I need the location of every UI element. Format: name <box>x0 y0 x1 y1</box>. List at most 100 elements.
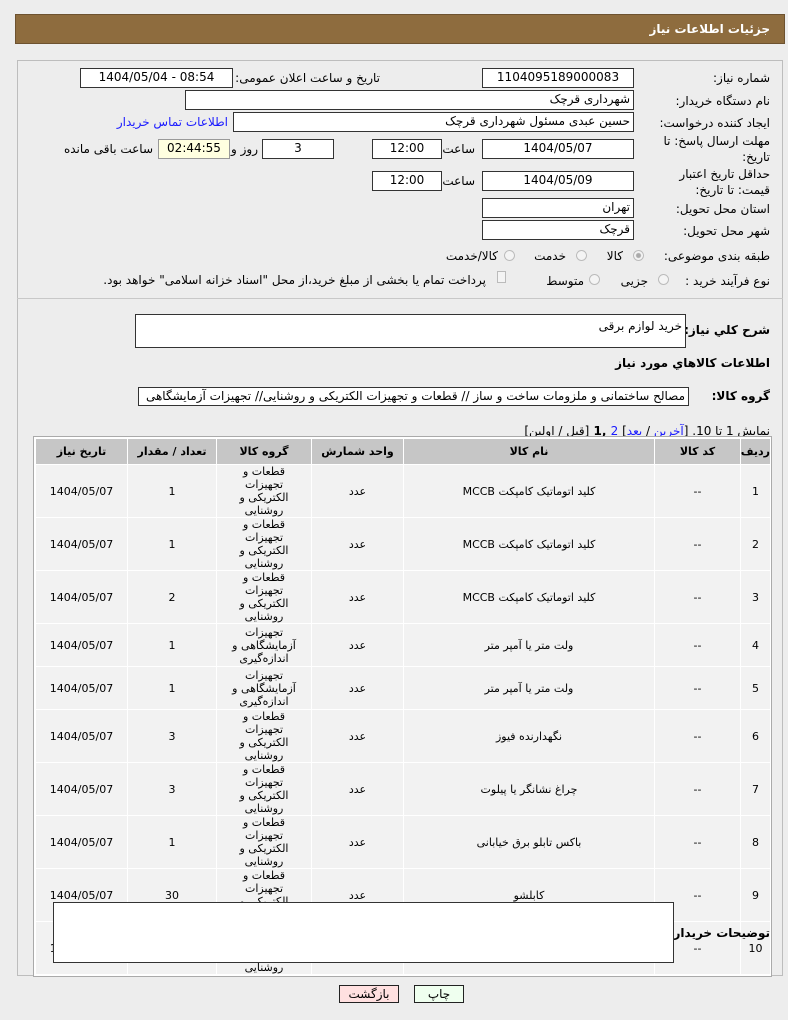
header-quantity: تعداد / مقدار <box>127 438 217 465</box>
table-row: 6 -- نگهدارنده فیوز عدد قطعات و تجهیزات الکت… <box>35 709 771 763</box>
pagination: نمایش 1 تا 10. [آخرین / بعد] 2 ,1 [قبل /… <box>524 424 770 438</box>
item-group: تجهیزات آزمایشگاهی و اندازه‌گیری <box>216 666 312 710</box>
item-unit: عدد <box>311 815 404 869</box>
item-name: نگهدارنده فیوز <box>403 709 655 763</box>
header-unit: واحد شمارش <box>311 438 404 465</box>
item-name: ولت متر یا آمپر متر <box>403 666 655 710</box>
next-page-link[interactable]: بعد <box>626 424 643 438</box>
buyer-contact-link[interactable]: اطلاعات تماس خریدار <box>116 115 228 129</box>
divider <box>17 298 783 299</box>
item-name: کلید اتوماتیک کامپکت MCCB <box>403 464 655 518</box>
header-row-number: ردیف <box>740 438 771 465</box>
validity-date-field: 1404/05/09 <box>482 171 634 191</box>
goods-table-wrapper: ردیف کد کالا نام کالا واحد شمارش گروه کا… <box>33 436 772 977</box>
item-name: چراغ نشانگر یا پیلوت <box>403 762 655 816</box>
item-quantity: 3 <box>127 709 217 763</box>
item-group: قطعات و تجهیزات الکتریکی و روشنایی <box>216 464 312 518</box>
process-radio-minor[interactable] <box>658 274 669 285</box>
back-button[interactable]: بازگشت <box>339 985 399 1003</box>
item-unit: عدد <box>311 517 404 571</box>
item-unit: عدد <box>311 464 404 518</box>
item-date: 1404/05/07 <box>35 570 128 624</box>
item-date: 1404/05/07 <box>35 709 128 763</box>
item-quantity: 1 <box>127 815 217 869</box>
row-number: 9 <box>740 868 771 922</box>
buyer-notes-label: توضیحات خریدار: <box>668 926 770 940</box>
item-code: -- <box>654 762 741 816</box>
item-unit: عدد <box>311 762 404 816</box>
item-unit: عدد <box>311 709 404 763</box>
announce-field: 1404/05/04 - 08:54 <box>80 68 233 88</box>
header-code: کد کالا <box>654 438 741 465</box>
item-date: 1404/05/07 <box>35 815 128 869</box>
category-radio-service[interactable] <box>576 250 587 261</box>
last-page-link[interactable]: آخرین <box>653 424 684 438</box>
days-label: روز و <box>231 142 258 156</box>
item-code: -- <box>654 815 741 869</box>
row-number: 10 <box>740 921 771 975</box>
table-row: 8 -- باکس تابلو برق خیابانی عدد قطعات و تجهی… <box>35 815 771 869</box>
item-code: -- <box>654 517 741 571</box>
description-label: شرح کلي نیاز: <box>684 323 770 337</box>
item-unit: عدد <box>311 623 404 667</box>
item-group: قطعات و تجهیزات الکتریکی و روشنایی <box>216 815 312 869</box>
item-name: باکس تابلو برق خیابانی <box>403 815 655 869</box>
item-quantity: 1 <box>127 464 217 518</box>
category-radio-goods[interactable] <box>633 250 644 261</box>
announce-label: تاریخ و ساعت اعلان عمومی: <box>235 71 380 85</box>
buyer-field: شهرداری قرچک <box>185 90 634 110</box>
table-row: 2 -- کلید اتوماتیک کامپکت MCCB عدد قطعات و ت… <box>35 517 771 571</box>
print-button[interactable]: چاپ <box>414 985 464 1003</box>
item-code: -- <box>654 570 741 624</box>
row-number: 8 <box>740 815 771 869</box>
city-field: قرچک <box>482 220 634 240</box>
deadline-label: مهلت ارسال پاسخ: تا تاریخ: <box>663 134 770 164</box>
row-number: 5 <box>740 666 771 710</box>
item-unit: عدد <box>311 570 404 624</box>
item-unit: عدد <box>311 666 404 710</box>
table-row: 7 -- چراغ نشانگر یا پیلوت عدد قطعات و تجهیزا… <box>35 762 771 816</box>
description-textarea[interactable]: خرید لوازم برقی <box>135 314 686 348</box>
payment-checkbox[interactable] <box>497 271 506 283</box>
need-number-label: شماره نیاز: <box>713 71 770 85</box>
item-code: -- <box>654 623 741 667</box>
current-page: ,1 <box>589 424 611 438</box>
item-code: -- <box>654 709 741 763</box>
deadline-time-label: ساعت <box>442 142 475 156</box>
item-quantity: 3 <box>127 762 217 816</box>
validity-time-label: ساعت <box>442 174 475 188</box>
item-date: 1404/05/07 <box>35 762 128 816</box>
row-number: 6 <box>740 709 771 763</box>
table-row: 5 -- ولت متر یا آمپر متر عدد تجهیزات آزمایشگ… <box>35 666 771 710</box>
category-label: طبقه بندی موضوعی: <box>663 249 770 263</box>
remaining-label: ساعت باقی مانده <box>63 142 153 156</box>
item-date: 1404/05/07 <box>35 464 128 518</box>
item-quantity: 1 <box>127 623 217 667</box>
item-name: کلید اتوماتیک کامپکت MCCB <box>403 517 655 571</box>
category-option-goods: کالا <box>606 249 623 263</box>
days-field: 3 <box>262 139 334 159</box>
item-date: 1404/05/07 <box>35 623 128 667</box>
item-group: قطعات و تجهیزات الکتریکی و روشنایی <box>216 517 312 571</box>
page-2-link[interactable]: 2 <box>610 424 619 438</box>
process-option-medium: متوسط <box>546 274 584 288</box>
process-radio-medium[interactable] <box>589 274 600 285</box>
province-field: تهران <box>482 198 634 218</box>
remaining-time-field: 02:44:55 <box>158 139 230 159</box>
validity-time-field: 12:00 <box>372 171 442 191</box>
item-quantity: 1 <box>127 517 217 571</box>
page-header: جزئیات اطلاعات نیاز <box>15 14 785 44</box>
deadline-time-field: 12:00 <box>372 139 442 159</box>
category-option-service: خدمت <box>534 249 566 263</box>
row-number: 3 <box>740 570 771 624</box>
process-label: نوع فرآیند خرید : <box>685 274 770 288</box>
item-quantity: 2 <box>127 570 217 624</box>
item-code: -- <box>654 666 741 710</box>
header-group: گروه کالا <box>216 438 312 465</box>
creator-field: حسین عبدی مسئول شهرداری قرچک <box>233 112 634 132</box>
deadline-date-field: 1404/05/07 <box>482 139 634 159</box>
goods-info-title: اطلاعات کالاهاي مورد نیاز <box>615 356 770 370</box>
buyer-notes-textarea[interactable] <box>53 902 674 963</box>
category-radio-both[interactable] <box>504 250 515 261</box>
validity-label: حداقل تاریخ اعتبار قیمت: تا تاریخ: <box>679 167 770 197</box>
